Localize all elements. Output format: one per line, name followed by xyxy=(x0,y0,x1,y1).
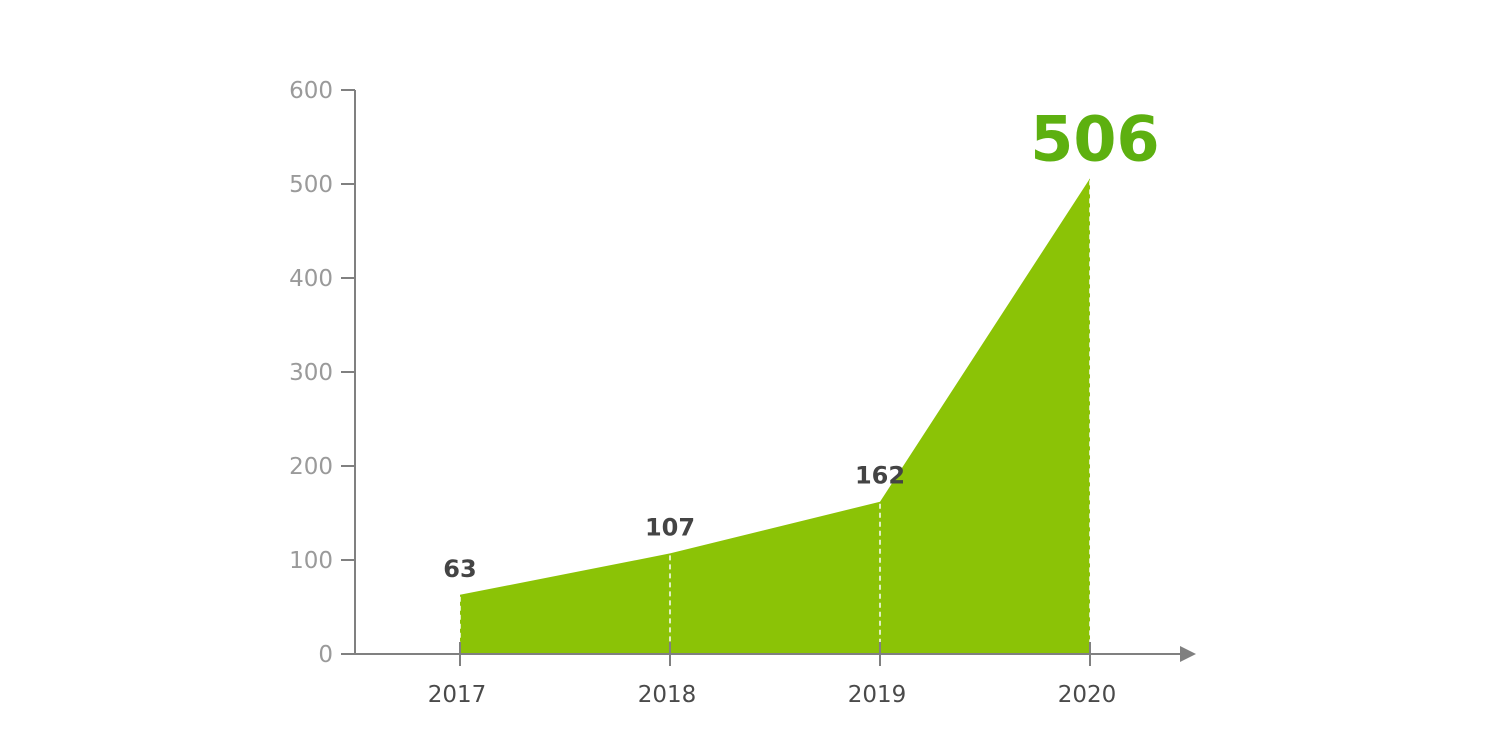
labels: 0 100 200 300 400 500 600 2017 2018 2019 2020 63 107… xyxy=(289,78,1160,708)
y-tick-label: 0 xyxy=(318,642,333,668)
data-label-highlight: 506 xyxy=(1030,102,1159,175)
x-tick-label: 2017 xyxy=(428,682,487,708)
x-tick-label: 2018 xyxy=(638,682,697,708)
data-label: 63 xyxy=(443,555,476,583)
y-tick-label: 100 xyxy=(289,548,333,574)
data-label: 107 xyxy=(645,513,695,541)
y-tick-label: 200 xyxy=(289,454,333,480)
y-tick-label: 500 xyxy=(289,172,333,198)
y-tick-label: 400 xyxy=(289,266,333,292)
data-label: 162 xyxy=(855,462,905,490)
area-layer xyxy=(460,178,1090,655)
axes xyxy=(341,89,1196,666)
y-tick-label: 300 xyxy=(289,360,333,386)
x-tick-label: 2020 xyxy=(1058,682,1117,708)
x-tick-label: 2019 xyxy=(848,682,907,708)
x-axis-arrow-icon xyxy=(1180,646,1196,662)
area-fill xyxy=(460,178,1090,655)
y-tick-label: 600 xyxy=(289,78,333,104)
